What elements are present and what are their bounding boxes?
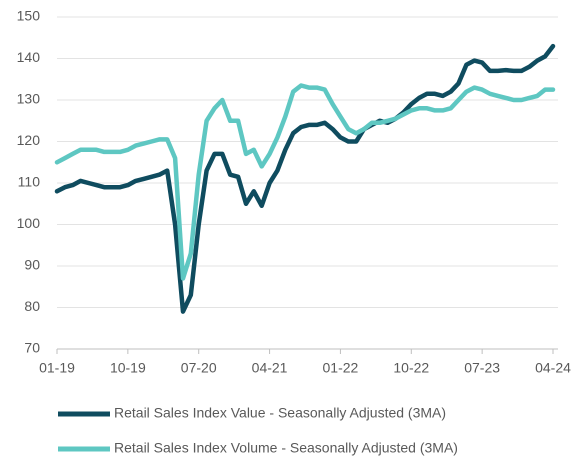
y-tick-label: 130 xyxy=(17,91,41,107)
y-tick-label: 140 xyxy=(17,49,41,65)
x-tick-label: 04-21 xyxy=(252,360,288,376)
x-tick-label: 10-22 xyxy=(393,360,429,376)
x-tick-label: 07-20 xyxy=(181,360,217,376)
x-tick-label: 10-19 xyxy=(110,360,146,376)
y-tick-label: 150 xyxy=(17,8,41,24)
x-tick-label: 01-19 xyxy=(39,360,75,376)
y-tick-label: 70 xyxy=(24,340,40,356)
x-tick-label: 04-24 xyxy=(535,360,571,376)
y-tick-label: 90 xyxy=(24,257,40,273)
legend-label: Retail Sales Index Value - Seasonally Ad… xyxy=(114,405,446,421)
y-tick-label: 110 xyxy=(18,174,41,190)
series-line xyxy=(54,43,556,314)
y-tick-label: 100 xyxy=(17,215,41,231)
y-tick-label: 120 xyxy=(17,132,41,148)
x-tick-label: 01-22 xyxy=(323,360,359,376)
series-line xyxy=(54,83,556,281)
legend-label: Retail Sales Index Volume - Seasonally A… xyxy=(114,440,458,456)
y-tick-label: 80 xyxy=(24,298,40,314)
x-tick-label: 07-23 xyxy=(464,360,500,376)
